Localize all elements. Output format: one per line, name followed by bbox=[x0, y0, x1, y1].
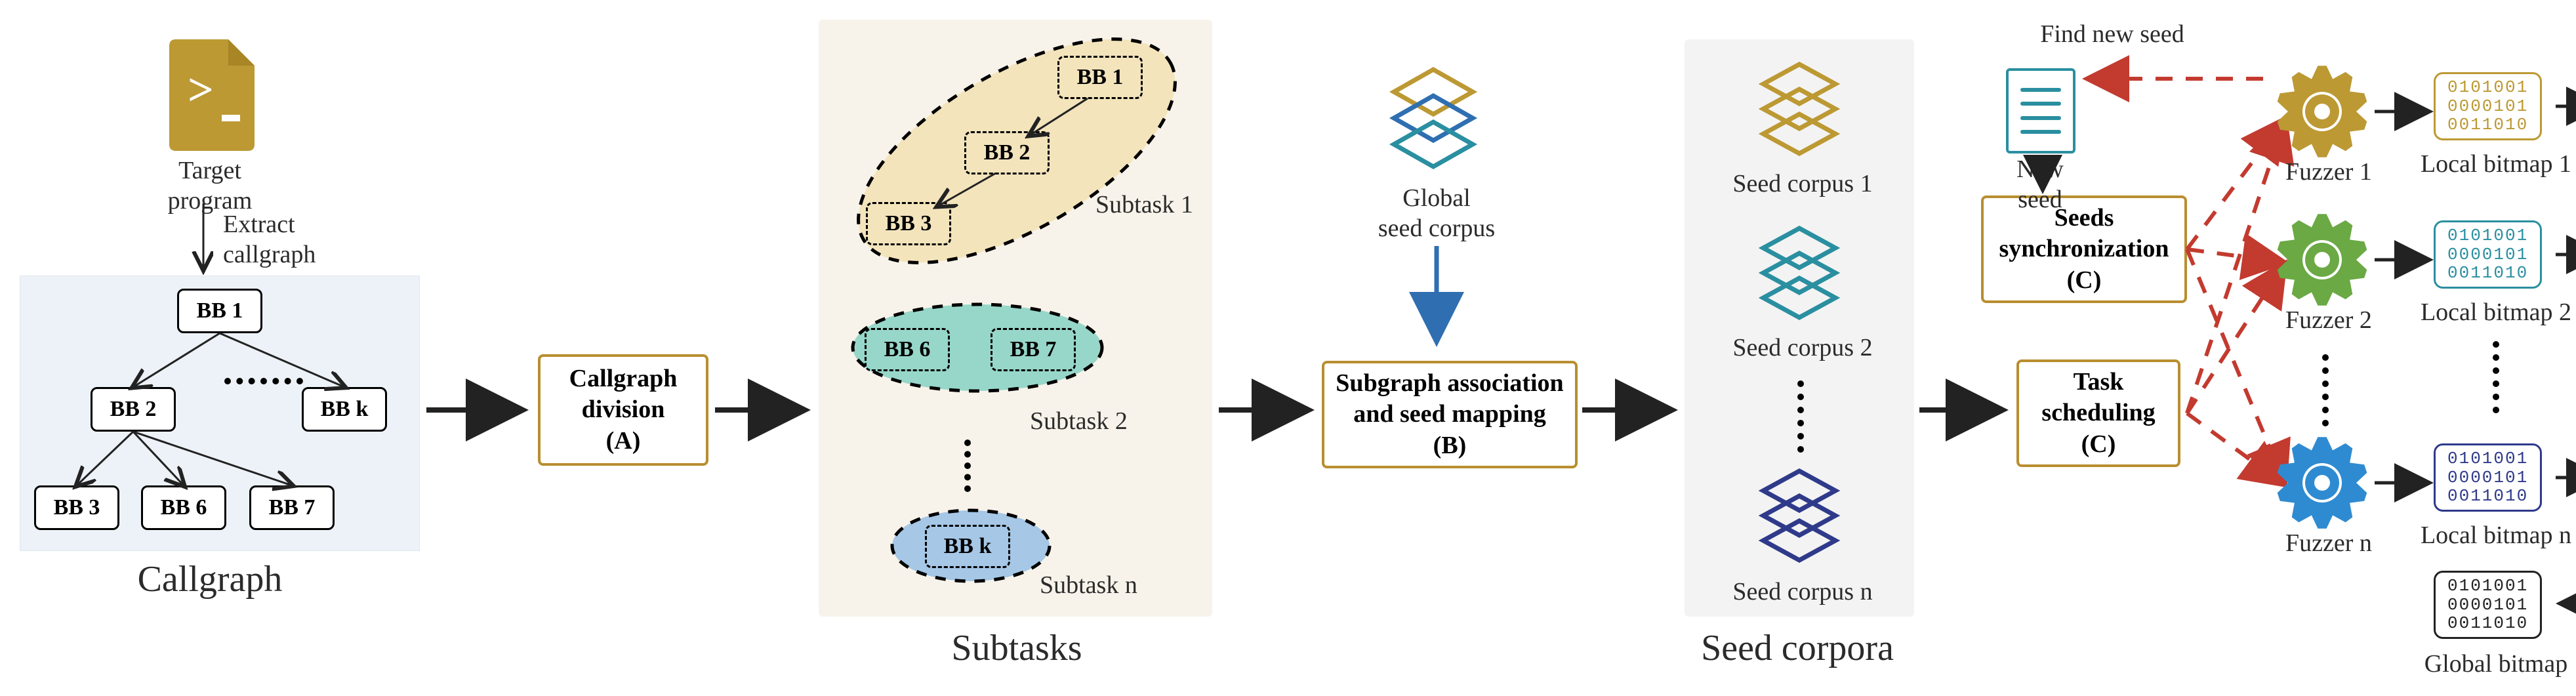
new-seed-to-sync-arrow bbox=[2030, 157, 2069, 198]
fuzzer1-to-bitmap-arrow bbox=[2375, 98, 2440, 125]
subtasks-ellipsis bbox=[964, 440, 971, 492]
proc-line: (B) bbox=[1433, 430, 1467, 462]
proc-line: division bbox=[582, 394, 665, 426]
bitmap-row: 0011010 bbox=[2447, 264, 2528, 283]
fuzzer-1-label: Fuzzer 1 bbox=[2270, 157, 2388, 188]
diagram-canvas: > Targetprogram Extractcallgraph Callgra… bbox=[0, 0, 2576, 696]
subtaskn-bbk: BB k bbox=[925, 525, 1010, 568]
bitmap-row: 0000101 bbox=[2447, 245, 2528, 264]
callgraph-edges bbox=[0, 0, 459, 590]
fuzzer-2-label: Fuzzer 2 bbox=[2270, 306, 2388, 336]
proc-line: and seed mapping bbox=[1353, 399, 1546, 430]
task-scheduling-box: Task scheduling (C) bbox=[2016, 359, 2180, 467]
bitmap-row: 0000101 bbox=[2447, 596, 2528, 615]
subtask1-edges bbox=[833, 33, 1200, 269]
subtask2-label: Subtask 2 bbox=[1030, 407, 1148, 437]
bitmap-row: 0101001 bbox=[2447, 78, 2528, 97]
fuzzer-n-icon bbox=[2270, 430, 2375, 539]
flow-arrow-3 bbox=[1219, 390, 1317, 430]
bitmap-sync-arrows bbox=[2556, 66, 2576, 643]
local-bitmap-1-label: Local bitmap 1 bbox=[2401, 150, 2576, 180]
proc-line: scheduling bbox=[2041, 398, 2155, 429]
seed-corpus-n-label: Seed corpus n bbox=[1704, 577, 1901, 607]
seed-corpus-1-icon bbox=[1737, 59, 1862, 167]
callgraph-ellipsis bbox=[224, 378, 303, 384]
bitmaps-ellipsis bbox=[2493, 341, 2499, 413]
fuzzer2-to-bitmap-arrow bbox=[2375, 247, 2440, 273]
bitmap-row: 0011010 bbox=[2447, 487, 2528, 506]
bitmap-row: 0101001 bbox=[2447, 449, 2528, 468]
bitmap-row: 0000101 bbox=[2447, 468, 2528, 487]
flow-arrow-5 bbox=[1919, 390, 2011, 430]
flow-arrow-1 bbox=[426, 390, 531, 430]
proc-line: (C) bbox=[2081, 429, 2116, 461]
subtask1-label: Subtask 1 bbox=[1095, 190, 1214, 220]
bitmap-row: 0000101 bbox=[2447, 97, 2528, 116]
subtask2-bb7: BB 7 bbox=[991, 328, 1076, 371]
seed-corpus-n-icon bbox=[1737, 466, 1862, 574]
global-bitmap: 0101001 0000101 0011010 bbox=[2434, 571, 2542, 639]
fuzzern-to-bitmap-arrow bbox=[2375, 470, 2440, 496]
local-bitmap-2: 0101001 0000101 0011010 bbox=[2434, 220, 2542, 289]
seed-corpora-ellipsis bbox=[1797, 380, 1804, 453]
seed-corpus-1-label: Seed corpus 1 bbox=[1704, 169, 1901, 199]
global-seed-corpus-icon bbox=[1368, 66, 1499, 180]
callgraph-division-box: Callgraph division (A) bbox=[538, 354, 708, 466]
bitmap-row: 0011010 bbox=[2447, 115, 2528, 134]
find-new-seed-label: Find new seed bbox=[2014, 20, 2211, 50]
local-bitmap-n-label: Local bitmap n bbox=[2401, 521, 2576, 551]
seed-corpus-2-icon bbox=[1737, 223, 1862, 331]
proc-line: synchronization bbox=[1999, 234, 2169, 265]
bitmap-row: 0101001 bbox=[2447, 577, 2528, 596]
flow-arrow-4 bbox=[1582, 390, 1681, 430]
proc-line: (C) bbox=[2067, 265, 2102, 297]
fuzzer-2-icon bbox=[2270, 207, 2375, 316]
global-seed-corpus-label: Globalseed corpus bbox=[1351, 184, 1522, 243]
bitmap-row: 0011010 bbox=[2447, 614, 2528, 633]
global-corpus-arrow bbox=[1417, 246, 1456, 351]
proc-line: Callgraph bbox=[569, 363, 678, 395]
seed-corpora-title: Seed corpora bbox=[1679, 626, 1915, 670]
subgraph-mapping-box: Subgraph association and seed mapping (B… bbox=[1322, 361, 1578, 468]
bitmap-row: 0101001 bbox=[2447, 226, 2528, 245]
subtasks-title: Subtasks bbox=[918, 626, 1115, 670]
subtaskn-label: Subtask n bbox=[1040, 571, 1158, 601]
fuzzers-ellipsis bbox=[2322, 354, 2329, 426]
local-bitmap-1: 0101001 0000101 0011010 bbox=[2434, 72, 2542, 140]
local-bitmap-2-label: Local bitmap 2 bbox=[2401, 298, 2576, 328]
fuzzer-1-icon bbox=[2270, 59, 2375, 167]
seed-corpus-2-label: Seed corpus 2 bbox=[1704, 333, 1901, 363]
proc-line: Subgraph association bbox=[1336, 368, 1563, 399]
proc-line: Task bbox=[2074, 367, 2124, 398]
new-seed-icon bbox=[2006, 68, 2075, 154]
subtask2-bb6: BB 6 bbox=[865, 328, 950, 371]
global-bitmap-label: Global bitmap bbox=[2401, 649, 2576, 680]
local-bitmap-n: 0101001 0000101 0011010 bbox=[2434, 443, 2542, 512]
fuzzer-n-label: Fuzzer n bbox=[2270, 529, 2388, 559]
proc-line: (A) bbox=[606, 426, 641, 457]
flow-arrow-2 bbox=[715, 390, 813, 430]
